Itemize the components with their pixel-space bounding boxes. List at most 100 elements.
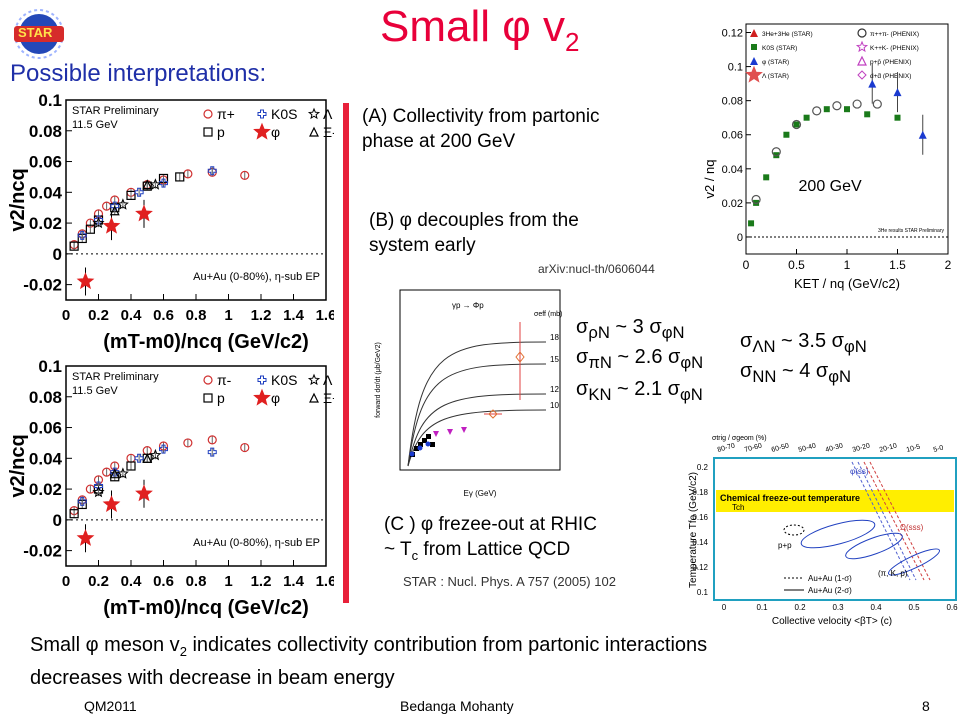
legend-label: π++π- (PHENIX) <box>870 31 919 38</box>
y-tick-label: 0.02 <box>722 198 743 210</box>
x-tick-label: 1.4 <box>283 573 305 590</box>
preliminary-label: STAR Preliminary <box>72 105 159 117</box>
legend-label: d+d̄ (PHENIX) <box>870 73 911 80</box>
top-axis-label: σtrig / σgeom (%) <box>712 435 767 442</box>
sigma-symbol: σ <box>576 346 589 368</box>
data-point <box>159 178 168 188</box>
data-point <box>207 447 217 457</box>
x-tick-label: 0.4 <box>870 603 882 612</box>
data-point <box>894 114 901 121</box>
x-tick-label: 0.2 <box>794 603 806 612</box>
legend-label: φ <box>271 124 280 140</box>
data-point <box>791 119 802 130</box>
data-point <box>852 99 862 109</box>
sigma-symbol: σ <box>740 360 753 382</box>
sigma-symbol: σ <box>740 330 753 352</box>
pp-contour <box>783 524 805 536</box>
data-point <box>149 448 162 461</box>
y-axis-label: forward dσ/dt (μb/GeV2) <box>375 342 382 418</box>
xsec-pi: σπN ~ 2.6 σφN <box>576 346 703 373</box>
preliminary-note: 3He results STAR Preliminary <box>878 228 945 234</box>
legend-marker <box>253 122 271 140</box>
data-point <box>430 442 435 447</box>
y-axis-label: v2 / nq <box>702 159 717 198</box>
data-point <box>433 431 439 437</box>
y-axis-label: v2/ncq <box>7 168 29 231</box>
band-label: Chemical freeze-out temperature <box>720 493 860 503</box>
xsec-nn: σNN ~ 4 σφN <box>740 360 851 387</box>
x-axis-label: Eγ (GeV) <box>464 489 497 498</box>
conclusion-line1-post: indicates collectivity contribution from… <box>186 634 708 656</box>
y-tick-label: 0.08 <box>722 96 743 108</box>
legend-marker <box>203 393 213 403</box>
legend-marker <box>857 70 867 80</box>
legend-marker <box>751 44 757 50</box>
legend-marker <box>203 375 213 385</box>
data-point <box>803 114 810 121</box>
xsec-phi-sub: φN <box>828 367 852 386</box>
data-point <box>823 106 830 113</box>
y-tick-label: 0 <box>53 511 62 530</box>
legend-label: Au+Au (1-σ) <box>808 574 852 583</box>
data-point <box>110 201 120 211</box>
y-tick-label: 0.18 <box>692 488 708 497</box>
y-tick-label: 0 <box>737 232 743 244</box>
reaction-label: γp → Φp <box>452 301 484 310</box>
x-tick-label: 0.5 <box>908 603 920 612</box>
legend-label: π- <box>217 372 232 388</box>
x-tick-label: 0.1 <box>756 603 768 612</box>
legend-marker <box>745 65 763 83</box>
y-axis-label: v2/ncq <box>7 434 29 497</box>
data-point <box>92 485 105 498</box>
legend-marker <box>257 375 267 385</box>
conclusion-line1: Small φ meson v2 indicates collectivity … <box>30 632 707 665</box>
x-tick-label: 0.4 <box>121 307 143 324</box>
legend-marker <box>307 107 321 120</box>
plot-frame <box>399 289 561 471</box>
x-tick-label: 1 <box>224 573 232 590</box>
legend-marker <box>750 29 758 37</box>
legend-marker <box>203 127 213 137</box>
data-point <box>422 438 427 443</box>
legend-label: 3He+3He (STAR) <box>762 31 813 38</box>
legend-label: p <box>217 390 225 406</box>
data-point <box>409 451 415 457</box>
xsec-nn-sub: NN <box>752 367 777 386</box>
top-tick-label: 70-60 <box>744 443 763 454</box>
model-curve <box>407 393 547 467</box>
legend-label: Λ (STAR) <box>762 73 789 80</box>
data-point <box>426 434 431 439</box>
centrality-label: Au+Au (0-80%), η-sub EP <box>193 537 320 549</box>
data-point <box>149 178 162 190</box>
x-axis-label: (mT-m0)/ncq (GeV/c2) <box>103 331 309 353</box>
y-tick-label: 0.1 <box>38 92 62 110</box>
data-point <box>447 429 453 435</box>
data-point <box>135 484 153 502</box>
x-tick-label: 1.5 <box>889 258 906 272</box>
data-point <box>461 427 467 433</box>
top-tick-label: 40-30 <box>825 443 844 454</box>
interp-a: (A) Collectivity from partonic phase at … <box>362 104 600 154</box>
x-tick-label: 0.8 <box>186 307 207 324</box>
data-point <box>77 496 87 506</box>
y-tick-label: 0.04 <box>29 183 63 202</box>
y-tick-label: 0.16 <box>692 513 708 522</box>
legend-label: Au+Au (2-σ) <box>808 586 852 595</box>
x-tick-label: 1 <box>844 258 851 272</box>
omega-contour <box>863 461 925 581</box>
interp-c-line2-post: from Lattice QCD <box>418 539 571 560</box>
energy-label: 11.5 GeV <box>72 119 118 131</box>
data-point <box>418 442 423 447</box>
data-point <box>126 190 136 200</box>
xsec-phi-sub: φN <box>661 323 685 342</box>
data-point <box>793 121 800 128</box>
data-point <box>832 101 842 111</box>
interp-a-line2: phase at 200 GeV <box>362 131 516 152</box>
data-point <box>76 528 95 546</box>
top-tick-label: 60-50 <box>771 443 790 454</box>
legend-label: π+ <box>217 106 235 122</box>
data-point <box>240 442 250 453</box>
y-tick-label: 0.02 <box>29 480 62 499</box>
y-tick-label: 0.12 <box>722 28 743 40</box>
star-logo: STAR <box>8 6 70 62</box>
